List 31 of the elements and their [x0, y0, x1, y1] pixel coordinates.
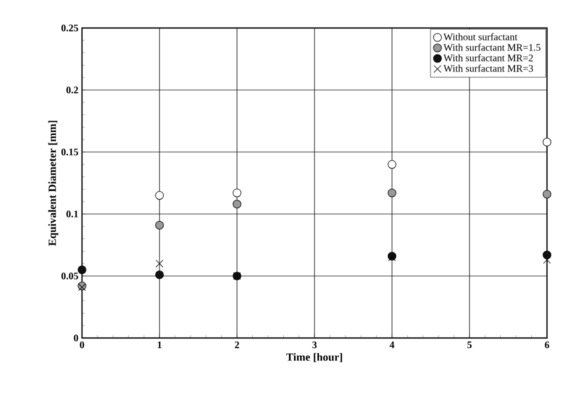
- point: [542, 138, 552, 146]
- point: [156, 260, 164, 268]
- x-tick-label: 1: [158, 342, 162, 348]
- point: [232, 188, 242, 198]
- legend-label: With surfactant MR=1.5: [443, 44, 540, 51]
- point: [388, 160, 396, 169]
- x-tick-label: 2: [234, 342, 240, 348]
- point: [155, 270, 164, 280]
- point: [388, 188, 396, 198]
- y-tick-label: 0.05: [61, 272, 78, 280]
- legend-label: Without surfactant: [443, 33, 518, 40]
- x-tick-label: 0: [80, 342, 84, 348]
- point: [155, 220, 164, 230]
- point: [543, 256, 551, 264]
- point: [542, 190, 552, 198]
- y-tick-label: 0: [74, 334, 78, 342]
- y-tick-label: 0.25: [61, 24, 78, 32]
- x-tick-label: 6: [544, 342, 550, 348]
- x-axis-title: Time [hour]: [286, 353, 342, 362]
- y-tick-label: 0.1: [66, 210, 78, 218]
- legend-label: With surfactant MR=3: [443, 64, 533, 72]
- y-axis-title: Equivalent Diameter [mm]: [48, 120, 58, 246]
- point: [155, 191, 164, 200]
- legend-label: With surfactant MR=2: [443, 54, 533, 62]
- point: [232, 200, 242, 208]
- y-tick-label: 0.2: [66, 86, 78, 94]
- x-tick-label: 4: [390, 342, 394, 348]
- y-tick-label: 0.15: [61, 148, 78, 156]
- x-tick-label: 5: [467, 342, 472, 348]
- point: [78, 266, 86, 274]
- x-tick-label: 3: [312, 342, 317, 348]
